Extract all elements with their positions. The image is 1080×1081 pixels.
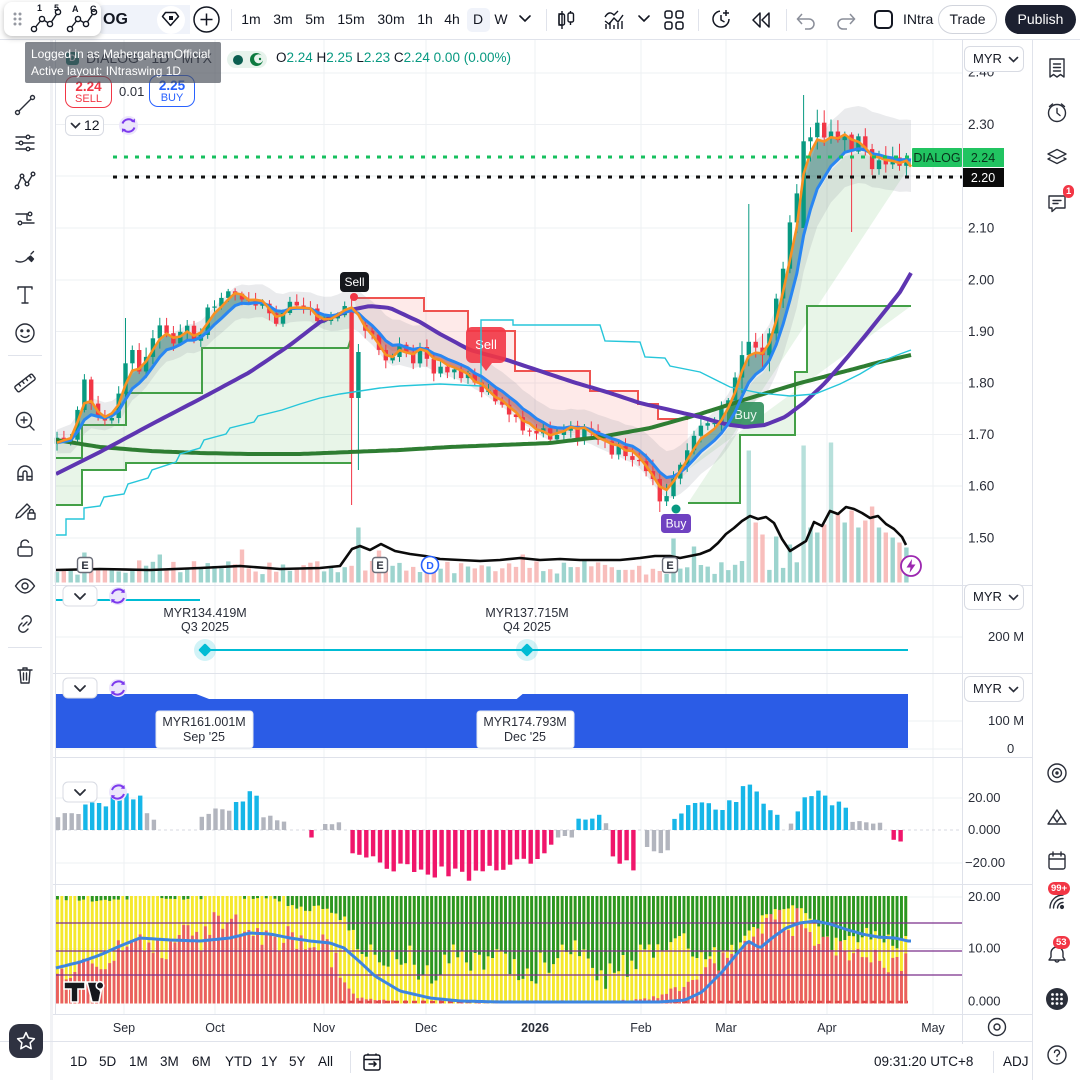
svg-text:MYR161.001M: MYR161.001M (162, 715, 245, 729)
svg-text:Dec '25: Dec '25 (504, 730, 546, 744)
svg-text:2026: 2026 (521, 1021, 549, 1035)
svg-text:0: 0 (1007, 741, 1014, 756)
svg-text:20.00: 20.00 (968, 889, 1001, 904)
svg-text:200 M: 200 M (988, 629, 1024, 644)
svg-text:2.00: 2.00 (968, 273, 994, 288)
svg-text:0.000: 0.000 (968, 994, 1001, 1009)
svg-text:2.10: 2.10 (968, 221, 994, 236)
svg-text:E: E (376, 560, 383, 572)
svg-text:10.00: 10.00 (968, 941, 1001, 956)
svg-text:1.80: 1.80 (968, 376, 994, 391)
svg-text:Sep '25: Sep '25 (183, 730, 225, 744)
svg-text:0.000: 0.000 (968, 822, 1001, 837)
svg-text:D: D (426, 560, 434, 572)
svg-text:Nov: Nov (313, 1021, 336, 1035)
svg-text:Sell: Sell (475, 337, 497, 352)
svg-text:Sep: Sep (113, 1021, 135, 1035)
svg-text:DIALOG: DIALOG (913, 151, 960, 165)
svg-text:Buy: Buy (734, 407, 757, 422)
svg-text:100 M: 100 M (988, 713, 1024, 728)
svg-text:Q4 2025: Q4 2025 (503, 620, 551, 634)
svg-text:Buy: Buy (666, 517, 687, 531)
svg-text:MYR134.419M: MYR134.419M (163, 606, 246, 620)
svg-text:Sell: Sell (344, 275, 364, 289)
svg-text:MYR174.793M: MYR174.793M (483, 715, 566, 729)
svg-text:20.00: 20.00 (968, 790, 1001, 805)
svg-text:5: 5 (54, 3, 59, 13)
svg-text:Feb: Feb (630, 1021, 652, 1035)
svg-text:E: E (666, 560, 673, 572)
svg-text:A: A (72, 4, 79, 14)
svg-text:1.60: 1.60 (968, 479, 994, 494)
svg-text:−20.00: −20.00 (965, 855, 1005, 870)
svg-text:1.50: 1.50 (968, 531, 994, 546)
svg-text:Dec: Dec (415, 1021, 437, 1035)
svg-text:Mar: Mar (715, 1021, 737, 1035)
svg-text:MYR137.715M: MYR137.715M (485, 606, 568, 620)
svg-text:1.90: 1.90 (968, 324, 994, 339)
svg-text:2.20: 2.20 (971, 171, 995, 185)
svg-text:1: 1 (37, 3, 42, 13)
svg-text:Apr: Apr (817, 1021, 836, 1035)
svg-text:1.70: 1.70 (968, 427, 994, 442)
svg-text:May: May (921, 1021, 945, 1035)
svg-text:Q3 2025: Q3 2025 (181, 620, 229, 634)
svg-text:C: C (90, 4, 97, 14)
svg-text:Oct: Oct (205, 1021, 225, 1035)
svg-text:E: E (81, 560, 88, 572)
svg-text:2.30: 2.30 (968, 117, 994, 132)
svg-text:2.24: 2.24 (971, 151, 995, 165)
